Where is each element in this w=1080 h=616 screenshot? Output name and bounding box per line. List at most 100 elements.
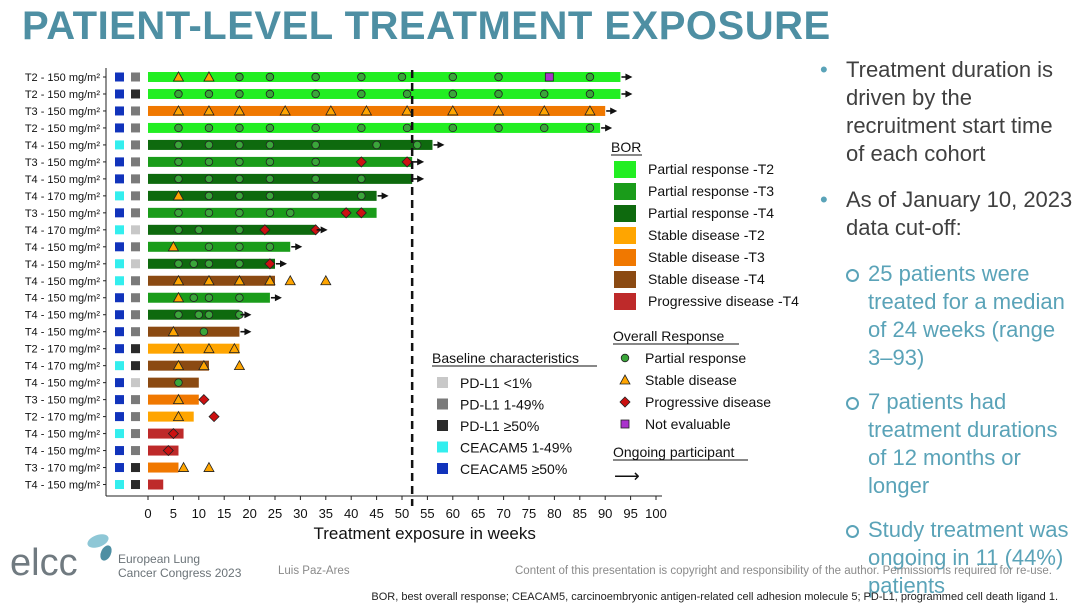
x-tick-label: 10 xyxy=(192,506,206,521)
response-marker xyxy=(265,242,275,251)
response-marker xyxy=(265,140,275,150)
response-marker xyxy=(401,105,413,116)
ring-bullet-icon xyxy=(846,397,859,410)
response-marker xyxy=(357,191,366,201)
x-tick-label: 90 xyxy=(598,506,612,521)
bullet-dot-icon: • xyxy=(820,57,828,82)
response-marker xyxy=(284,274,296,286)
ongoing-arrow-head xyxy=(417,175,425,183)
response-marker xyxy=(540,123,549,133)
x-tick-label: 65 xyxy=(471,506,485,521)
pdl1-marker xyxy=(131,157,140,167)
y-tick-label: T4 - 150 mg/m² xyxy=(25,310,101,322)
ceacam5-marker xyxy=(115,480,124,490)
response-marker xyxy=(167,428,179,440)
pdl1-marker xyxy=(131,72,140,82)
response-marker xyxy=(265,123,275,133)
ceacam5-marker xyxy=(115,276,124,286)
response-marker xyxy=(235,157,244,167)
response-marker xyxy=(585,123,595,133)
response-marker xyxy=(167,240,180,252)
response-marker xyxy=(203,274,215,286)
response-marker xyxy=(194,310,203,319)
response-marker xyxy=(174,259,183,268)
legend-ongoing-arrow: ⟶ xyxy=(614,466,640,487)
legend-response-marker xyxy=(619,396,631,408)
congress-name-line1: European Lung xyxy=(118,552,200,566)
pdl1-marker xyxy=(131,293,140,303)
response-marker xyxy=(235,123,244,133)
legend-baseline-label: CEACAM5 1-49% xyxy=(460,440,572,456)
y-tick-label: T3 - 170 mg/m² xyxy=(25,463,101,475)
y-tick-label: T4 - 150 mg/m² xyxy=(25,276,101,288)
response-marker xyxy=(264,274,276,286)
x-tick-label: 40 xyxy=(344,506,358,521)
response-marker xyxy=(235,208,244,218)
x-tick-label: 25 xyxy=(268,506,282,521)
ongoing-arrow-head xyxy=(244,328,252,336)
response-marker xyxy=(204,293,214,302)
legend-response-title: Overall Response xyxy=(613,328,724,344)
treatment-bar xyxy=(148,190,377,201)
y-tick-label: T4 - 150 mg/m² xyxy=(25,378,101,390)
response-marker xyxy=(235,174,244,184)
sub-bullet-item: Study treatment was ongoing in 11 (44%) … xyxy=(818,516,1076,600)
ceacam5-marker xyxy=(115,208,124,218)
y-tick-label: T3 - 150 mg/m² xyxy=(25,106,101,118)
bullet-text: Treatment duration is driven by the recr… xyxy=(846,57,1054,166)
y-tick-label: T4 - 150 mg/m² xyxy=(25,174,101,186)
y-tick-label: T3 - 150 mg/m² xyxy=(25,395,101,407)
response-marker xyxy=(233,274,246,286)
y-tick-label: T4 - 150 mg/m² xyxy=(25,242,101,254)
treatment-bar xyxy=(148,428,184,439)
response-marker xyxy=(259,224,271,236)
bullet-text: As of January 10, 2023 data cut-off: xyxy=(846,187,1073,240)
ongoing-arrow-head xyxy=(381,192,389,200)
ongoing-arrow-head xyxy=(437,141,445,149)
x-tick-label: 85 xyxy=(573,506,587,521)
legend-baseline-swatch xyxy=(437,463,448,474)
ongoing-arrow-head xyxy=(274,294,282,302)
response-marker xyxy=(233,105,246,116)
ongoing-arrow-head xyxy=(610,107,618,115)
legend-ongoing-title: Ongoing participant xyxy=(613,444,735,460)
treatment-bar xyxy=(148,394,199,405)
response-marker xyxy=(228,342,241,354)
response-marker xyxy=(189,293,198,302)
legend-baseline-swatch xyxy=(437,441,448,453)
x-tick-label: 5 xyxy=(170,506,177,521)
pdl1-marker xyxy=(131,446,140,456)
response-marker xyxy=(286,208,295,218)
response-marker xyxy=(172,190,185,201)
response-marker xyxy=(360,105,373,116)
response-marker xyxy=(357,123,366,133)
ceacam5-marker xyxy=(115,242,124,252)
response-marker xyxy=(204,89,214,99)
response-marker xyxy=(311,72,320,82)
response-marker xyxy=(585,72,595,82)
treatment-bar xyxy=(148,224,316,235)
response-marker xyxy=(494,72,503,82)
response-marker xyxy=(203,105,215,116)
response-marker xyxy=(264,258,276,270)
swimmer-chart: T2 - 150 mg/m² T2 - 150 mg/m² T3 - 150 mg/… xyxy=(25,68,799,543)
pdl1-marker xyxy=(131,463,140,473)
response-marker xyxy=(494,89,503,99)
pdl1-marker xyxy=(131,310,140,320)
y-tick-label: T4 - 170 mg/m² xyxy=(25,361,101,373)
congress-name-line2: Cancer Congress 2023 xyxy=(118,566,242,580)
treatment-bar xyxy=(148,479,164,490)
response-marker xyxy=(172,393,185,405)
response-marker xyxy=(235,225,244,235)
legend-baseline-swatch xyxy=(437,398,448,410)
y-tick-label: T4 - 170 mg/m² xyxy=(25,191,101,203)
x-tick-label: 100 xyxy=(645,506,667,521)
response-marker xyxy=(208,411,220,423)
treatment-bar xyxy=(148,309,240,320)
response-marker xyxy=(357,174,366,184)
ceacam5-marker xyxy=(115,140,124,150)
ceacam5-marker xyxy=(115,191,124,201)
legend-bor-swatch xyxy=(614,293,636,310)
y-tick-label: T4 - 150 mg/m² xyxy=(25,140,101,152)
legend-bor-swatch xyxy=(614,271,636,288)
